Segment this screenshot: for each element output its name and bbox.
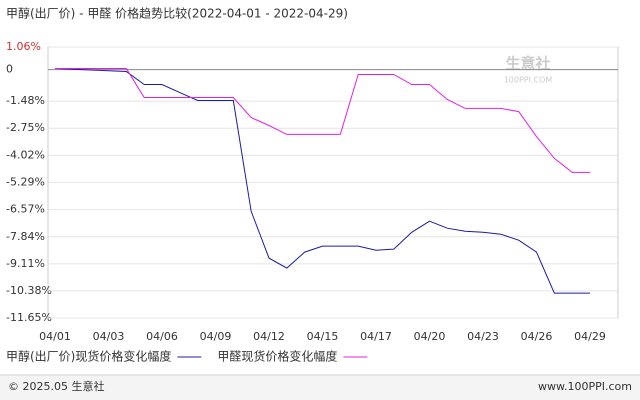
y-tick-label: -7.84% <box>6 230 45 243</box>
x-tick-label: 04/15 <box>307 330 339 343</box>
y-tick-label: -9.11% <box>6 257 45 270</box>
watermark-site: 100PPI.COM <box>504 76 553 85</box>
y-tick-label: -4.02% <box>6 148 45 161</box>
series-line <box>55 68 590 173</box>
y-tick-label: 1.06% <box>6 40 41 53</box>
series-line <box>54 68 590 294</box>
x-tick-label: 04/01 <box>39 330 71 343</box>
y-tick-label: -11.65% <box>6 311 52 324</box>
legend-label: 甲醛现货价格变化幅度 <box>217 349 337 364</box>
x-tick-label: 04/26 <box>521 330 553 343</box>
y-tick-label: -2.75% <box>6 121 45 134</box>
x-tick-label: 04/29 <box>574 330 606 343</box>
chart-title: 甲醇(出厂价) - 甲醛 价格趋势比较(2022-04-01 - 2022-04… <box>6 6 348 21</box>
watermark: 生意社 <box>505 55 550 73</box>
y-tick-label: -6.57% <box>6 203 45 216</box>
footer-left: © 2025.05 生意社 <box>8 379 104 393</box>
y-tick-label: -10.38% <box>6 284 52 297</box>
y-tick-label: 0 <box>6 63 13 76</box>
x-tick-label: 04/17 <box>360 330 392 343</box>
legend-label: 甲醇(出厂价)现货价格变化幅度 <box>6 349 171 364</box>
footer-band <box>0 376 640 400</box>
y-tick-label: -5.29% <box>6 175 45 188</box>
x-tick-label: 04/09 <box>200 330 232 343</box>
x-tick-label: 04/20 <box>414 330 446 343</box>
x-tick-label: 04/23 <box>467 330 499 343</box>
x-tick-label: 04/12 <box>253 330 285 343</box>
footer-right: www.100PPI.com <box>538 380 632 393</box>
x-tick-label: 04/03 <box>93 330 125 343</box>
x-tick-label: 04/06 <box>146 330 178 343</box>
y-tick-label: -1.48% <box>6 94 45 107</box>
